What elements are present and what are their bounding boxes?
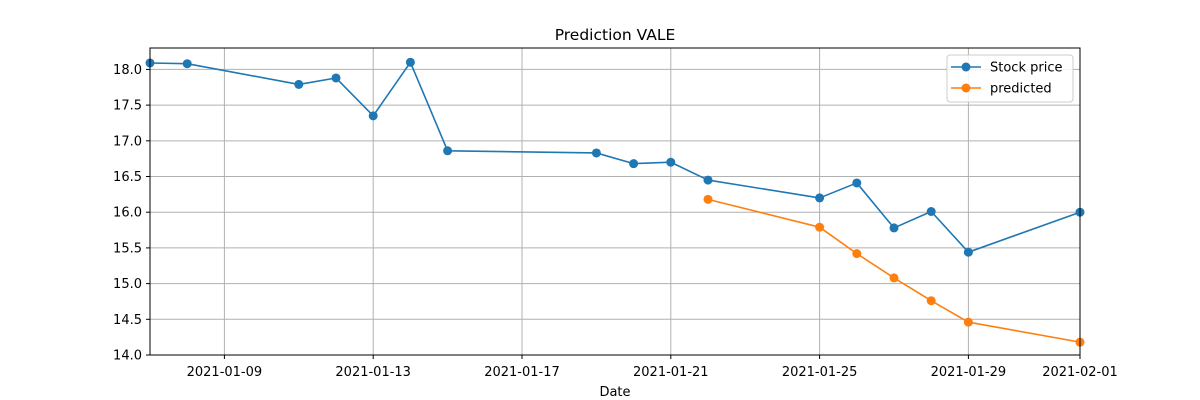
chart-title: Prediction VALE xyxy=(555,26,676,44)
series-line xyxy=(707,198,1081,343)
x-axis-ticks: 2021-01-09 2021-01-13 2021-01-17 2021-01-21… xyxy=(187,355,1118,380)
grid xyxy=(150,48,1081,356)
x-tick-label: 2021-01-09 xyxy=(187,365,263,380)
series-predicted xyxy=(703,194,1085,347)
data-point xyxy=(852,178,862,188)
y-tick-label: 14.5 xyxy=(113,313,142,328)
x-tick-label: 2021-01-17 xyxy=(484,365,560,380)
y-tick-label: 15.5 xyxy=(113,241,142,256)
legend-marker xyxy=(961,83,971,93)
y-tick-label: 16.0 xyxy=(113,206,142,221)
data-point xyxy=(405,57,415,67)
legend-label: Stock price xyxy=(990,61,1062,76)
data-point xyxy=(926,207,936,216)
data-point xyxy=(852,249,862,259)
series-line xyxy=(149,61,1081,253)
data-point xyxy=(368,111,378,121)
x-tick-label: 2021-01-29 xyxy=(931,365,1007,380)
legend-marker xyxy=(961,62,971,72)
x-tick-label: 2021-01-25 xyxy=(782,365,858,380)
data-point xyxy=(703,175,713,185)
y-axis-ticks: 14.0 14.5 15.0 15.5 16.0 16.5 17.0 17.5 18.0 xyxy=(113,63,150,364)
y-tick-label: 16.5 xyxy=(113,170,142,185)
data-point xyxy=(815,222,825,232)
data-point xyxy=(889,223,899,233)
data-point xyxy=(629,159,639,169)
legend-label: predicted xyxy=(990,82,1052,97)
data-point xyxy=(889,273,899,283)
series-stock-price xyxy=(145,57,1085,257)
data-point xyxy=(963,247,973,257)
y-tick-label: 18.0 xyxy=(113,63,142,78)
data-point xyxy=(443,146,453,156)
data-point xyxy=(591,148,601,158)
x-tick-label: 2021-01-21 xyxy=(633,365,709,380)
data-point xyxy=(294,79,304,89)
data-point xyxy=(963,317,973,327)
series-layer xyxy=(145,57,1085,347)
x-tick-label: 2021-01-13 xyxy=(335,365,411,380)
legend: Stock price predicted xyxy=(946,54,1074,103)
data-point xyxy=(182,59,192,69)
data-point xyxy=(815,193,825,203)
y-tick-label: 14.0 xyxy=(113,349,142,364)
data-point xyxy=(926,296,936,306)
data-point xyxy=(703,194,713,204)
y-tick-label: 17.0 xyxy=(113,134,142,149)
plot-frame xyxy=(149,47,1081,356)
data-point xyxy=(331,73,341,83)
data-point xyxy=(666,157,676,167)
x-tick-label: 2021-02-01 xyxy=(1042,365,1118,380)
x-axis-title: Date xyxy=(599,385,630,400)
y-tick-label: 17.5 xyxy=(113,99,142,114)
y-tick-label: 15.0 xyxy=(113,277,142,292)
